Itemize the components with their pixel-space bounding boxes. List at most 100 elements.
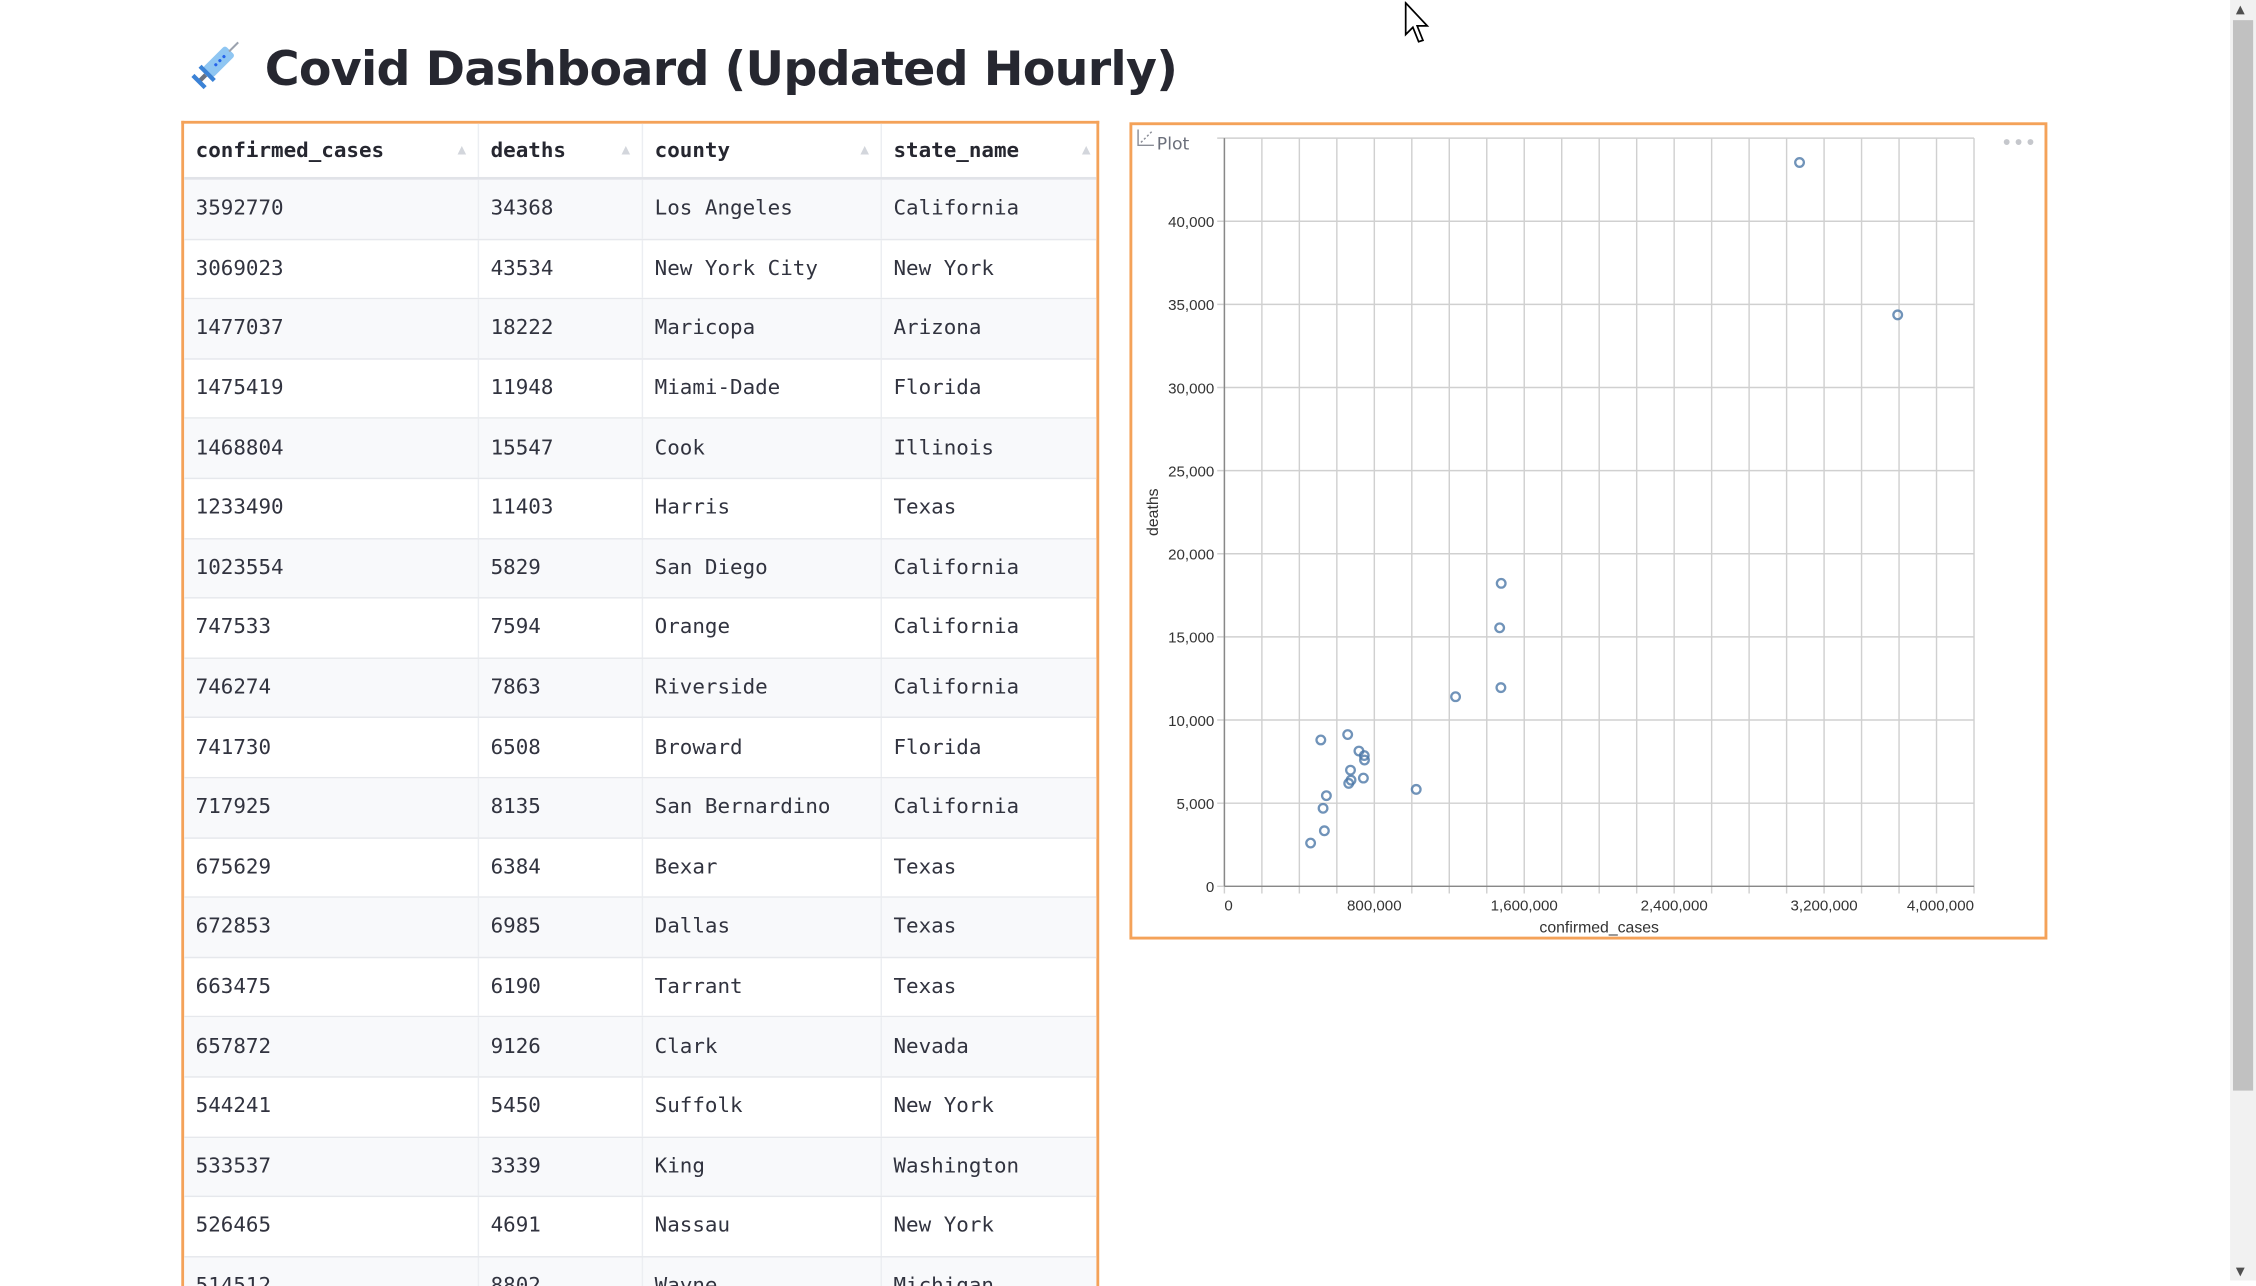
table-cell-confirmed_cases[interactable]: 657872 [184,1017,480,1077]
table-cell-deaths[interactable]: 5829 [479,538,644,598]
table-row[interactable]: 675629 6384 Bexar Texas [184,838,1097,899]
table-cell-confirmed_cases[interactable]: 533537 [184,1137,480,1196]
table-cell-deaths[interactable]: 3339 [479,1137,644,1196]
table-row[interactable]: 1233490 11403 Harris Texas [184,479,1097,539]
table-cell-deaths[interactable]: 18222 [479,299,644,358]
table-cell-deaths[interactable]: 8135 [479,778,644,837]
table-cell-county[interactable]: San Diego [643,538,882,598]
table-cell-state_name[interactable]: California [893,676,1020,700]
table-cell-deaths[interactable]: 5450 [479,1077,644,1137]
table-cell-county[interactable]: Los Angeles [643,179,882,239]
table-cell-state_name[interactable]: Texas [893,855,957,879]
table-row[interactable]: 717925 8135 San Bernardino California [184,778,1097,839]
sort-icon[interactable]: ▲ [621,142,631,159]
table-cell-deaths[interactable]: 6384 [479,838,644,897]
table-row[interactable]: 3069023 43534 New York City New York [184,239,1097,300]
table-cell-county[interactable]: Wayne [643,1257,882,1286]
table-cell-state_name[interactable]: New York [893,1215,994,1239]
table-cell-state_name[interactable]: Washington [893,1155,1020,1179]
table-row[interactable]: 741730 6508 Broward Florida [184,718,1097,779]
table-cell-county[interactable]: Tarrant [643,957,882,1017]
scrollbar-thumb[interactable] [2232,20,2254,1091]
scrollbar[interactable]: ▲ ▼ [2230,0,2256,1281]
table-cell-state_name[interactable]: Texas [893,975,957,999]
table-row[interactable]: 746274 7863 Riverside California [184,658,1097,719]
table-cell-confirmed_cases[interactable]: 675629 [184,838,480,897]
table-cell-deaths[interactable]: 7863 [479,658,644,718]
table-cell-state_name[interactable]: New York [893,1095,994,1119]
table-cell-county[interactable]: Dallas [643,898,882,957]
table-cell-confirmed_cases[interactable]: 663475 [184,957,480,1017]
table-cell-confirmed_cases[interactable]: 1233490 [184,479,480,538]
table-cell-state_name[interactable]: California [893,616,1020,640]
table-cell-state_name[interactable]: Florida [893,736,982,760]
table-cell-confirmed_cases[interactable]: 741730 [184,718,480,777]
table-cell-state_name[interactable]: California [893,556,1020,580]
table-cell-state_name[interactable]: Florida [893,377,982,401]
table-cell-deaths[interactable]: 6508 [479,718,644,777]
table-cell-county[interactable]: San Bernardino [643,778,882,837]
table-cell-deaths[interactable]: 34368 [479,179,644,239]
column-header-state_name[interactable]: state_name ▲ [882,124,1096,177]
table-cell-confirmed_cases[interactable]: 1475419 [184,359,480,418]
table-cell-county[interactable]: New York City [643,239,882,299]
table-cell-county[interactable]: Harris [643,479,882,538]
table-cell-state_name[interactable]: Arizona [893,317,982,341]
table-row[interactable]: 663475 6190 Tarrant Texas [184,957,1097,1018]
table-row[interactable]: 747533 7594 Orange California [184,598,1097,659]
column-header-confirmed_cases[interactable]: confirmed_cases ▲ [184,123,480,177]
column-header-county[interactable]: county ▲ [643,123,882,177]
table-cell-confirmed_cases[interactable]: 544241 [184,1077,480,1137]
table-cell-state_name[interactable]: California [893,197,1020,221]
table-cell-deaths[interactable]: 4691 [479,1197,644,1256]
table-cell-confirmed_cases[interactable]: 672853 [184,898,480,957]
table-cell-county[interactable]: Bexar [643,838,882,897]
table-cell-confirmed_cases[interactable]: 1023554 [184,538,480,598]
table-row[interactable]: 5145128802WayneMichigan [184,1257,1097,1286]
sort-icon[interactable]: ▲ [1081,142,1091,159]
table-cell-county[interactable]: Broward [643,718,882,777]
table-cell-deaths[interactable]: 6190 [479,957,644,1017]
table-row[interactable]: 1475419 11948 Miami-Dade Florida [184,359,1097,420]
scatter-plot[interactable]: 0 800,000 1,600,000 2,400,000 3,200,000 4,000… [1129,122,2048,940]
table-cell-confirmed_cases[interactable]: 717925 [184,778,480,837]
table-cell-confirmed_cases[interactable]: 1477037 [184,299,480,358]
table-row[interactable]: 1468804 15547 Cook Illinois [184,419,1097,480]
table-row[interactable]: 544241 5450 Suffolk New York [184,1077,1097,1138]
column-header-deaths[interactable]: deaths ▲ [479,123,644,177]
table-cell-deaths[interactable]: 11948 [479,359,644,418]
table-cell-state_name[interactable]: New York [893,257,994,281]
table-cell-deaths[interactable]: 6985 [479,898,644,957]
table-row[interactable]: 672853 6985 Dallas Texas [184,898,1097,958]
data-table[interactable]: confirmed_cases ▲ deaths ▲ county ▲ state_name… [181,120,1100,1286]
table-row[interactable]: 533537 3339 King Washington [184,1137,1097,1198]
table-cell-deaths[interactable]: 8802 [479,1257,644,1286]
table-row[interactable]: 526465 4691 Nassau New York [184,1197,1097,1258]
table-cell-county[interactable]: Orange [643,598,882,658]
scroll-up-icon[interactable]: ▲ [2235,2,2245,16]
table-cell-state_name[interactable]: Illinois [893,436,994,460]
table-cell-deaths[interactable]: 11403 [479,479,644,538]
table-cell-confirmed_cases[interactable]: 747533 [184,598,480,658]
table-cell-state_name[interactable]: Michigan [882,1257,1096,1286]
sort-icon[interactable]: ▲ [860,142,870,159]
table-cell-confirmed_cases[interactable]: 746274 [184,658,480,718]
table-row[interactable]: 1023554 5829 San Diego California [184,538,1097,599]
table-row[interactable]: 1477037 18222 Maricopa Arizona [184,299,1097,360]
sort-icon[interactable]: ▲ [457,142,467,159]
table-cell-county[interactable]: Nassau [643,1197,882,1256]
plot-badge[interactable]: Plot [1136,128,1201,160]
table-cell-deaths[interactable]: 15547 [479,419,644,478]
table-cell-confirmed_cases[interactable]: 526465 [184,1197,480,1256]
table-cell-state_name[interactable]: California [893,796,1020,820]
table-row[interactable]: 657872 9126 Clark Nevada [184,1017,1097,1078]
table-cell-deaths[interactable]: 43534 [479,239,644,299]
table-cell-county[interactable]: Cook [643,419,882,478]
table-cell-county[interactable]: Clark [643,1017,882,1077]
scroll-down-icon[interactable]: ▼ [2235,1264,2245,1278]
table-cell-county[interactable]: King [643,1137,882,1196]
table-cell-county[interactable]: Miami-Dade [643,359,882,418]
table-cell-county[interactable]: Maricopa [643,299,882,358]
table-cell-confirmed_cases[interactable]: 3069023 [184,239,480,299]
table-cell-state_name[interactable]: Nevada [893,1035,969,1059]
